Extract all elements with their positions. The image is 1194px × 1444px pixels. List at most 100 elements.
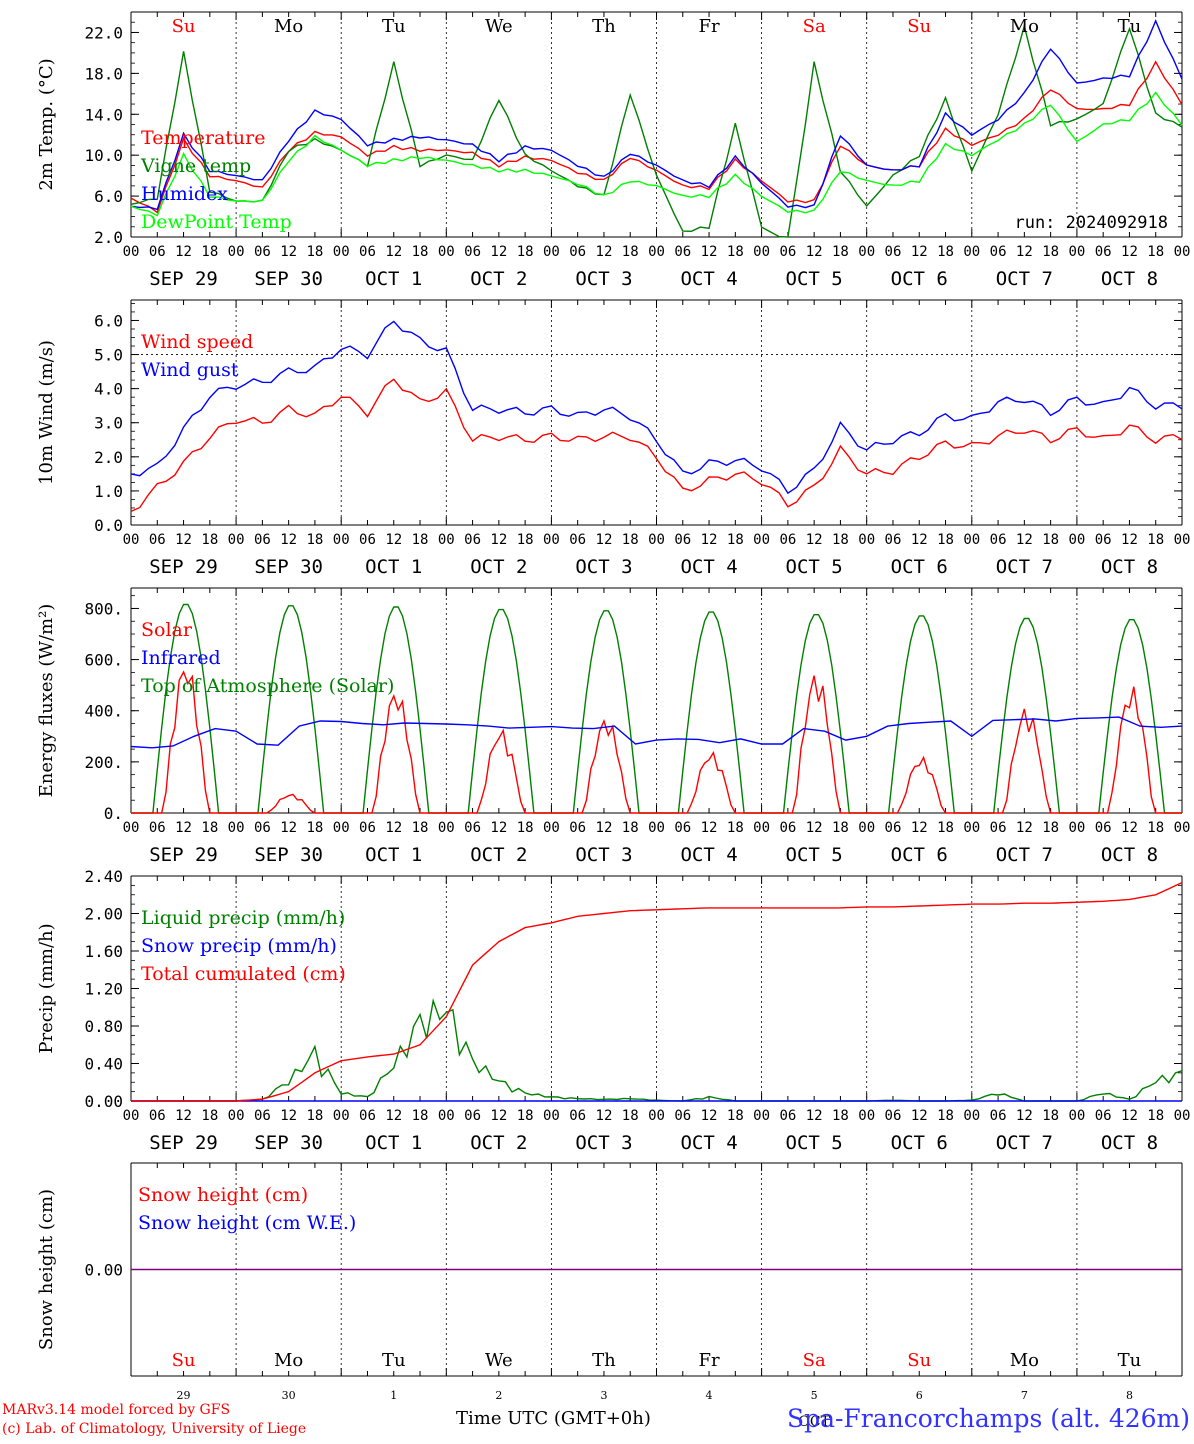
y-tick-label: 2.0 [94, 448, 123, 467]
hour-label: 12 [701, 244, 718, 260]
hour-label: 18 [937, 244, 954, 260]
hour-label: 06 [254, 820, 271, 836]
hour-label: 06 [779, 820, 796, 836]
hour-label: 00 [963, 1108, 980, 1124]
weekday-label: Su [172, 1350, 196, 1371]
hour-label: 06 [779, 244, 796, 260]
hour-label: 18 [937, 1108, 954, 1124]
hour-label: 12 [911, 244, 928, 260]
day-number-label: 4 [706, 1389, 713, 1402]
hour-label: 18 [306, 532, 323, 548]
series-line-dewpoint-temp [130, 91, 1183, 217]
hour-label: 06 [254, 1108, 271, 1124]
hour-label: 00 [858, 532, 875, 548]
station-title: Spa-Francorchamps (alt. 426m) [787, 1404, 1190, 1433]
hour-label: 12 [1121, 532, 1138, 548]
hour-label: 00 [858, 820, 875, 836]
date-label: OCT 4 [680, 1132, 737, 1154]
hour-label: 12 [1121, 1108, 1138, 1124]
hour-label: 06 [1095, 532, 1112, 548]
series-line-total-cumulated-cm- [131, 881, 1183, 1102]
date-label: OCT 4 [680, 556, 737, 578]
hour-label: 18 [412, 820, 429, 836]
hour-label: 12 [280, 244, 297, 260]
hour-label: 18 [201, 532, 218, 548]
hour-label: 12 [490, 1108, 507, 1124]
hour-label: 18 [832, 244, 849, 260]
hour-label: 06 [464, 1108, 481, 1124]
legend-temperature: Temperature [141, 127, 265, 149]
hour-label: 00 [228, 532, 245, 548]
hour-label: 12 [806, 244, 823, 260]
hour-label: 00 [963, 532, 980, 548]
hour-label: 00 [438, 1108, 455, 1124]
y-tick-label: 200. [84, 753, 123, 772]
date-label: OCT 8 [1101, 268, 1158, 290]
hour-label: 18 [937, 820, 954, 836]
y-tick-label: 800. [84, 599, 123, 618]
weekday-label: Sa [803, 1350, 826, 1371]
hour-label: 18 [1147, 532, 1164, 548]
hour-label: 06 [779, 1108, 796, 1124]
date-label: OCT 1 [365, 556, 422, 578]
hour-label: 06 [1095, 820, 1112, 836]
hour-label: 06 [464, 820, 481, 836]
hour-label: 06 [359, 532, 376, 548]
hour-label: 06 [885, 820, 902, 836]
hour-label: 12 [280, 1108, 297, 1124]
hour-label: 18 [937, 532, 954, 548]
hour-label: 06 [149, 820, 166, 836]
weekday-label: Th [592, 16, 616, 37]
hour-label: 06 [990, 244, 1007, 260]
hour-label: 00 [648, 820, 665, 836]
legend-solar: Solar [141, 619, 193, 641]
hour-label: 00 [333, 1108, 350, 1124]
y-tick-label: 22.0 [84, 23, 123, 42]
date-label: OCT 5 [786, 268, 843, 290]
weekday-label: Tu [1118, 1350, 1142, 1371]
y-tick-label: 0. [104, 804, 123, 823]
hour-label: 00 [648, 532, 665, 548]
hour-label: 18 [727, 820, 744, 836]
series-line-liquid-precip-mm-h- [131, 998, 1183, 1102]
hour-label: 06 [149, 244, 166, 260]
hour-label: 18 [832, 1108, 849, 1124]
y-tick-label: 1.20 [84, 980, 123, 999]
y-tick-label: 10.0 [84, 146, 123, 165]
hour-label: 00 [228, 244, 245, 260]
hour-label: 06 [464, 244, 481, 260]
hour-label: 00 [123, 1108, 140, 1124]
weekday-label: Su [907, 16, 931, 37]
hour-label: 06 [149, 532, 166, 548]
hour-label: 06 [885, 244, 902, 260]
hour-label: 12 [490, 820, 507, 836]
hour-label: 00 [858, 1108, 875, 1124]
hour-label: 06 [885, 1108, 902, 1124]
hour-label: 06 [674, 532, 691, 548]
date-label: OCT 8 [1101, 556, 1158, 578]
series-line-wind-speed [130, 378, 1183, 513]
hour-label: 12 [911, 532, 928, 548]
y-axis-label: 2m Temp. (°C) [36, 58, 57, 190]
hour-label: 06 [990, 532, 1007, 548]
hour-label: 18 [1042, 244, 1059, 260]
series-line-temperature [130, 60, 1183, 214]
hour-label: 00 [543, 820, 560, 836]
credit-line-2: (c) Lab. of Climatology, University of L… [2, 1421, 306, 1437]
series-line-solar [131, 670, 1182, 814]
date-label: OCT 7 [996, 556, 1053, 578]
y-tick-label: 1.60 [84, 942, 123, 961]
hour-label: 06 [990, 820, 1007, 836]
hour-label: 00 [753, 532, 770, 548]
weekday-label: Tu [382, 16, 406, 37]
y-axis-label: 10m Wind (m/s) [36, 340, 57, 485]
y-tick-label: 2.0 [94, 228, 123, 247]
date-label: OCT 4 [680, 268, 737, 290]
weekday-label: Su [907, 1350, 931, 1371]
hour-label: 18 [201, 820, 218, 836]
hour-label: 06 [674, 820, 691, 836]
hour-label: 00 [648, 1108, 665, 1124]
date-label: OCT 6 [891, 844, 948, 866]
hour-label: 06 [464, 532, 481, 548]
